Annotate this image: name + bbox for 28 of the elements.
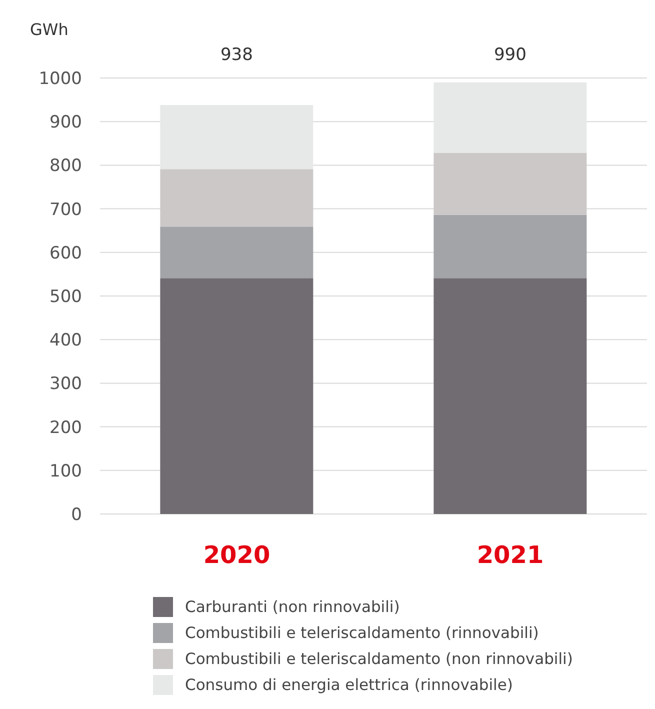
bar bbox=[160, 278, 314, 514]
bar bbox=[160, 226, 314, 278]
y-tick-label: 100 bbox=[50, 461, 82, 482]
y-tick-label: 400 bbox=[50, 330, 82, 351]
y-tick-label: 0 bbox=[71, 505, 82, 526]
legend-label: Consumo di energia elettrica (rinnovabile) bbox=[185, 675, 513, 696]
bar bbox=[434, 278, 587, 514]
y-tick-label: 200 bbox=[50, 418, 82, 438]
y-tick-label: 600 bbox=[50, 243, 82, 264]
bar bbox=[160, 169, 314, 227]
bar bbox=[160, 105, 314, 170]
y-axis-title: GWh bbox=[30, 20, 68, 39]
x-tick-label: 2021 bbox=[476, 541, 544, 570]
legend-label: Carburanti (non rinnovabili) bbox=[185, 597, 400, 618]
legend-label: Combustibili e teleriscaldamento (rinnovabili) bbox=[185, 623, 539, 644]
y-tick-label: 1000 bbox=[38, 69, 82, 90]
y-tick-label: 700 bbox=[50, 200, 82, 220]
bar bbox=[434, 214, 587, 278]
legend-label: Combustibili e teleriscaldamento (non rinnovabili) bbox=[185, 649, 573, 670]
y-tick-label: 500 bbox=[50, 287, 82, 308]
y-tick-label: 900 bbox=[50, 112, 82, 133]
bar bbox=[434, 152, 587, 215]
total-label: 938 bbox=[220, 45, 253, 65]
total-label: 990 bbox=[494, 45, 526, 65]
y-tick-label: 300 bbox=[50, 374, 82, 394]
x-tick-label: 2020 bbox=[203, 541, 270, 570]
y-tick-label: 800 bbox=[50, 156, 82, 176]
bar bbox=[434, 82, 587, 153]
